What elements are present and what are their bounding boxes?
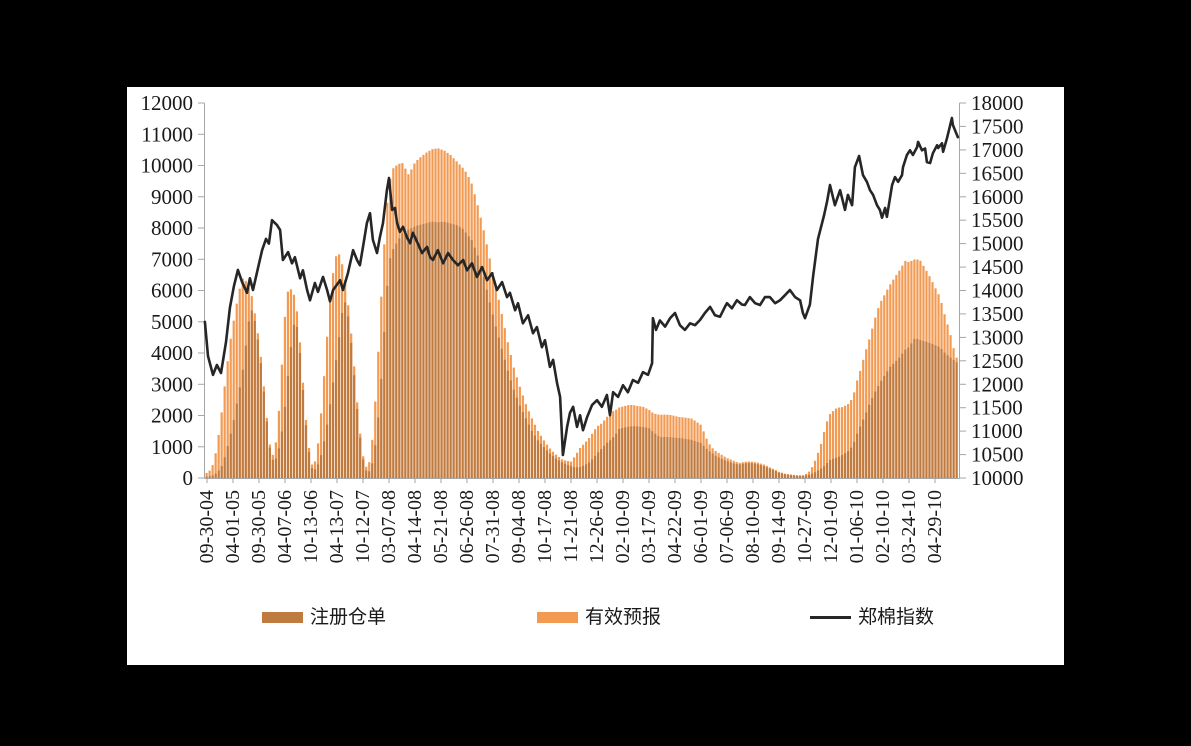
svg-text:7000: 7000 <box>151 247 193 271</box>
svg-text:02-10-10: 02-10-10 <box>872 490 894 563</box>
svg-text:0: 0 <box>183 466 194 490</box>
svg-text:10-17-08: 10-17-08 <box>534 490 556 563</box>
chart-legend: 注册仓单 有效预报 郑棉指数 <box>127 605 1064 635</box>
legend-label: 有效预报 <box>585 606 662 628</box>
svg-text:04-01-05: 04-01-05 <box>222 490 244 563</box>
svg-text:12000: 12000 <box>971 372 1024 396</box>
svg-text:09-14-09: 09-14-09 <box>768 490 790 563</box>
zhengmian-index-line-swatch-icon <box>810 615 851 619</box>
legend-item-zhengmian-index: 郑棉指数 <box>810 605 934 629</box>
svg-text:13000: 13000 <box>971 325 1024 349</box>
svg-text:14000: 14000 <box>971 279 1024 303</box>
svg-text:12-01-09: 12-01-09 <box>820 490 842 563</box>
svg-text:4000: 4000 <box>151 341 193 365</box>
legend-label: 注册仓单 <box>310 606 387 628</box>
svg-text:15500: 15500 <box>971 208 1024 232</box>
svg-text:09-30-04: 09-30-04 <box>196 490 218 563</box>
svg-text:13500: 13500 <box>971 302 1024 326</box>
svg-text:16000: 16000 <box>971 185 1024 209</box>
svg-text:03-24-10: 03-24-10 <box>898 490 920 563</box>
x-axis-labels: 09-30-04 04-01-05 09-30-05 04-07-06 10-13-06… <box>196 490 946 563</box>
svg-text:10-13-06: 10-13-06 <box>300 490 322 563</box>
svg-text:9000: 9000 <box>151 185 193 209</box>
svg-text:12-26-08: 12-26-08 <box>586 490 608 563</box>
zhengmian-index-line <box>203 116 960 457</box>
svg-text:12000: 12000 <box>141 91 194 115</box>
chart-panel: 0 1000 2000 3000 4000 5000 6000 7000 8000 9000 100… <box>127 87 1064 665</box>
svg-text:6000: 6000 <box>151 279 193 303</box>
svg-text:10000: 10000 <box>141 154 194 178</box>
svg-text:11-21-08: 11-21-08 <box>560 490 582 563</box>
right-axis-labels: 1000010500110001150012000125001300013500… <box>971 91 1024 490</box>
svg-text:3000: 3000 <box>151 372 193 396</box>
svg-text:01-06-10: 01-06-10 <box>846 490 868 563</box>
svg-text:15000: 15000 <box>971 232 1024 256</box>
svg-text:04-14-08: 04-14-08 <box>404 490 426 563</box>
valid-forecast-swatch-icon <box>537 611 578 623</box>
svg-text:10-12-07: 10-12-07 <box>352 490 374 563</box>
left-axis-labels: 0 1000 2000 3000 4000 5000 6000 7000 8000 9000 100… <box>141 91 194 490</box>
svg-text:12500: 12500 <box>971 349 1024 373</box>
svg-text:5000: 5000 <box>151 310 193 334</box>
svg-text:11000: 11000 <box>141 122 193 146</box>
svg-text:06-01-09: 06-01-09 <box>690 490 712 563</box>
svg-text:08-10-09: 08-10-09 <box>742 490 764 563</box>
svg-text:04-07-06: 04-07-06 <box>274 490 296 563</box>
axes <box>198 102 966 483</box>
svg-text:02-10-09: 02-10-09 <box>612 490 634 563</box>
svg-text:10-27-09: 10-27-09 <box>794 490 816 563</box>
svg-text:16500: 16500 <box>971 161 1024 185</box>
svg-text:09-04-08: 09-04-08 <box>508 490 530 563</box>
svg-text:8000: 8000 <box>151 216 193 240</box>
svg-text:17500: 17500 <box>971 114 1024 138</box>
svg-text:03-07-08: 03-07-08 <box>378 490 400 563</box>
svg-text:07-31-08: 07-31-08 <box>482 490 504 563</box>
svg-text:04-29-10: 04-29-10 <box>924 490 946 563</box>
cotton-receipts-index-chart: 0 1000 2000 3000 4000 5000 6000 7000 8000 9000 100… <box>141 91 1024 563</box>
registered-receipts-bars <box>205 221 958 478</box>
registered-receipts-swatch-icon <box>262 611 303 623</box>
svg-text:04-22-09: 04-22-09 <box>664 490 686 563</box>
svg-text:14500: 14500 <box>971 255 1024 279</box>
legend-label: 郑棉指数 <box>858 606 935 628</box>
svg-text:17000: 17000 <box>971 138 1024 162</box>
svg-text:04-13-07: 04-13-07 <box>326 490 348 563</box>
svg-text:06-26-08: 06-26-08 <box>456 490 478 563</box>
legend-item-registered-receipts: 注册仓单 <box>262 605 386 629</box>
svg-text:10000: 10000 <box>971 466 1024 490</box>
svg-text:11000: 11000 <box>971 419 1023 443</box>
svg-text:11500: 11500 <box>971 396 1023 420</box>
svg-text:03-17-09: 03-17-09 <box>638 490 660 563</box>
svg-text:2000: 2000 <box>151 404 193 428</box>
legend-item-valid-forecast: 有效预报 <box>537 605 661 629</box>
svg-text:18000: 18000 <box>971 91 1024 115</box>
svg-text:07-06-09: 07-06-09 <box>716 490 738 563</box>
svg-text:05-21-08: 05-21-08 <box>430 490 452 563</box>
svg-text:09-30-05: 09-30-05 <box>248 490 270 563</box>
svg-text:10500: 10500 <box>971 443 1024 467</box>
svg-text:1000: 1000 <box>151 435 193 459</box>
